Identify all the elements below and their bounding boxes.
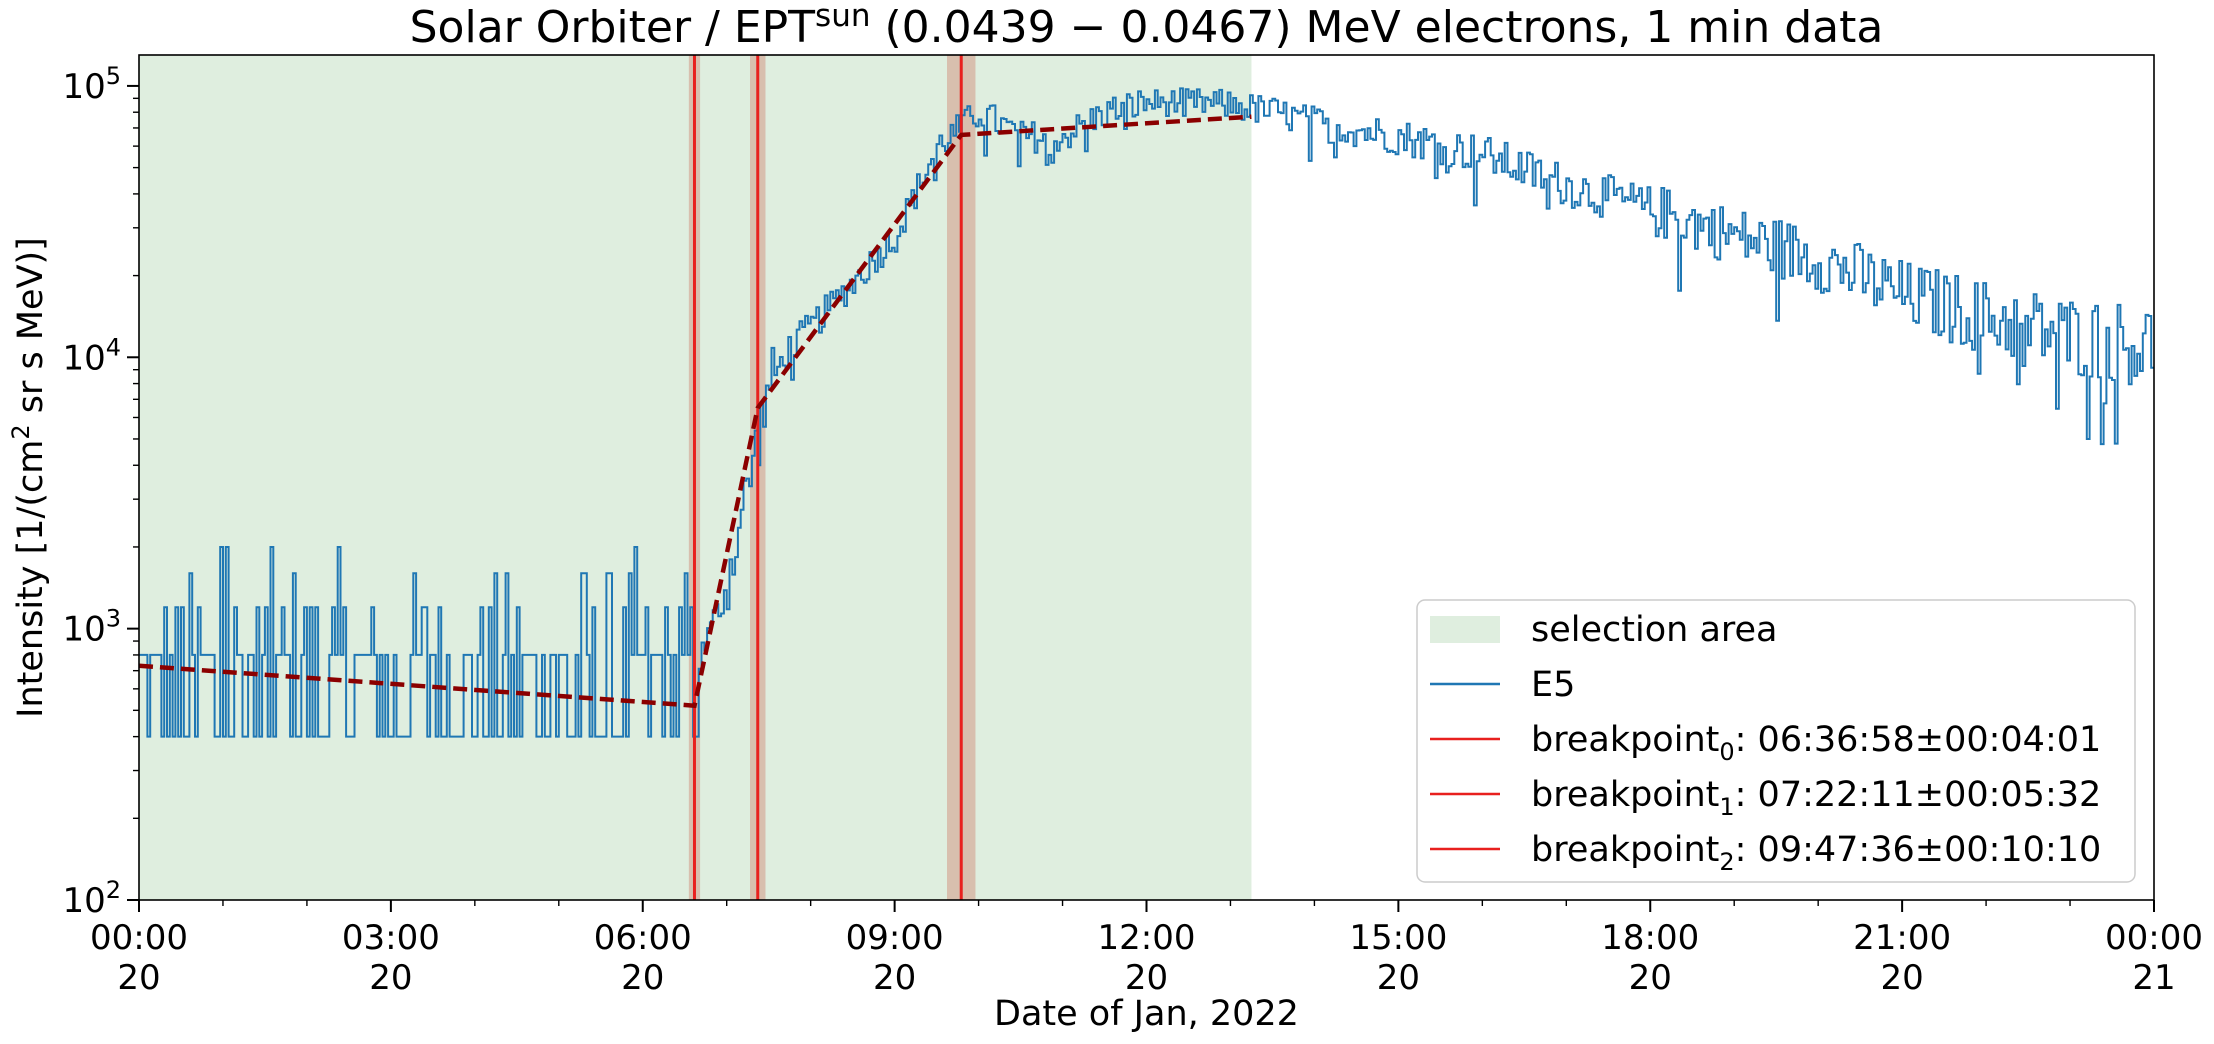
x-tick-label-day: 20: [369, 958, 412, 998]
x-tick-label-time: 12:00: [1098, 918, 1196, 958]
series-layer: [139, 87, 2154, 738]
x-tick-label-time: 18:00: [1601, 918, 1699, 958]
fit-line: [138, 114, 1252, 709]
y-axis-label-superscript: 2: [7, 424, 35, 439]
x-tick-label-time: 06:00: [594, 918, 692, 958]
x-tick-label-time: 15:00: [1349, 918, 1447, 958]
x-tick-label-time: 03:00: [342, 918, 440, 958]
x-tick-label-day: 21: [2132, 958, 2175, 998]
legend-label-breakpoint-0: breakpoint0: 06:36:58±00:04:01: [1531, 720, 2101, 766]
y-tick-label: 103: [62, 605, 121, 650]
y-axis-label-pre: Intensity [1/(cm: [11, 440, 51, 718]
y-axis-label: Intensity [1/(cm2 sr s MeV)]: [7, 237, 51, 718]
x-tick-label-day: 20: [1377, 958, 1420, 998]
overlay-layer: [138, 55, 1252, 900]
x-tick-label-day: 20: [117, 958, 160, 998]
tick-layer: 00:002003:002006:002009:002012:002015:00…: [62, 62, 2203, 998]
legend-label-breakpoint-1: breakpoint1: 07:22:11±00:05:32: [1531, 775, 2101, 821]
chart-title-superscript: sun: [815, 0, 870, 34]
x-tick-label-time: 00:00: [90, 918, 188, 958]
y-tick-label: 104: [62, 333, 121, 378]
x-tick-label-time: 09:00: [846, 918, 944, 958]
x-tick-label-day: 20: [1629, 958, 1672, 998]
chart-title-rest: (0.0439 − 0.0467) MeV electrons, 1 min d…: [871, 2, 1884, 53]
chart-title: Solar Orbiter / EPTsun (0.0439 − 0.0467)…: [410, 0, 1884, 53]
legend: selection area E5 breakpoint0: 06:36:58±00…: [1416, 599, 2136, 883]
legend-entries: selection area E5 breakpoint0: 06:36:58±00…: [1430, 610, 2101, 876]
x-tick-label-day: 20: [873, 958, 916, 998]
legend-swatch-selection-area: [1430, 616, 1500, 643]
x-axis-label: Date of Jan, 2022: [994, 994, 1299, 1034]
legend-box: [1416, 599, 2136, 883]
legend-label-selection-area: selection area: [1531, 610, 1778, 650]
y-tick-label: 102: [62, 876, 121, 921]
x-tick-label-day: 20: [1880, 958, 1923, 998]
x-tick-label-day: 20: [1125, 958, 1168, 998]
y-axis-label-post: sr s MeV)]: [11, 237, 51, 424]
series-e5-line: [139, 87, 2154, 738]
y-tick-label: 105: [62, 62, 121, 107]
x-tick-label-day: 20: [621, 958, 664, 998]
legend-label-e5: E5: [1531, 665, 1575, 705]
x-tick-label-time: 21:00: [1853, 918, 1951, 958]
x-tick-label-time: 00:00: [2105, 918, 2203, 958]
legend-label-breakpoint-2: breakpoint2: 09:47:36±00:10:10: [1531, 830, 2101, 876]
chart-title-main: Solar Orbiter / EPT: [410, 2, 816, 53]
